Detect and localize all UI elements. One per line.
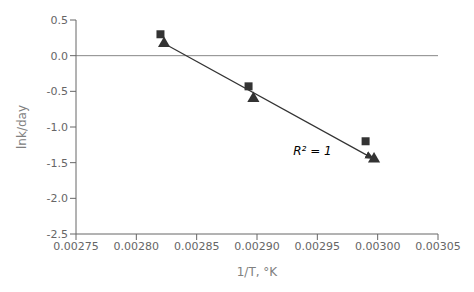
svg-text:1/T, °K: 1/T, °K bbox=[237, 265, 279, 279]
svg-text:0.00285: 0.00285 bbox=[174, 240, 220, 253]
svg-text:R² = 1: R² = 1 bbox=[293, 144, 331, 158]
svg-text:0.00290: 0.00290 bbox=[234, 240, 280, 253]
svg-text:-1.5: -1.5 bbox=[47, 157, 68, 170]
svg-text:0.00300: 0.00300 bbox=[355, 240, 401, 253]
svg-text:0.5: 0.5 bbox=[51, 14, 69, 27]
svg-text:-2.0: -2.0 bbox=[47, 192, 68, 205]
svg-text:0.0: 0.0 bbox=[51, 50, 69, 63]
svg-text:-1.0: -1.0 bbox=[47, 121, 68, 134]
svg-text:0.00275: 0.00275 bbox=[53, 240, 99, 253]
svg-text:0.00305: 0.00305 bbox=[415, 240, 461, 253]
svg-text:lnk/day: lnk/day bbox=[15, 105, 29, 149]
svg-text:-0.5: -0.5 bbox=[47, 85, 68, 98]
svg-text:0.00280: 0.00280 bbox=[114, 240, 160, 253]
svg-text:-2.5: -2.5 bbox=[47, 228, 68, 241]
svg-text:0.00295: 0.00295 bbox=[295, 240, 341, 253]
